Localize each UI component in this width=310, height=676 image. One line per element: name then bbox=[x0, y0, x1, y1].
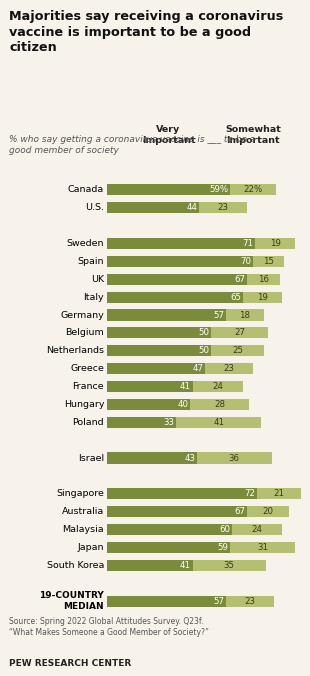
Bar bbox=[199, 202, 247, 214]
Bar bbox=[193, 381, 243, 392]
Text: 27: 27 bbox=[234, 329, 245, 337]
Text: PEW RESEARCH CENTER: PEW RESEARCH CENTER bbox=[9, 659, 131, 668]
Text: 21: 21 bbox=[274, 489, 285, 498]
Bar bbox=[107, 506, 247, 517]
Bar bbox=[226, 596, 274, 606]
Text: 36: 36 bbox=[229, 454, 240, 462]
Bar bbox=[107, 399, 190, 410]
Text: 28: 28 bbox=[214, 400, 225, 409]
Bar bbox=[211, 345, 264, 356]
Text: 41: 41 bbox=[213, 418, 224, 427]
Bar bbox=[211, 327, 268, 339]
Text: 57: 57 bbox=[213, 596, 224, 606]
Bar bbox=[230, 185, 276, 195]
Bar bbox=[107, 185, 230, 195]
Bar bbox=[107, 560, 193, 571]
Text: 47: 47 bbox=[193, 364, 203, 373]
Text: Source: Spring 2022 Global Attitudes Survey. Q23f.
“What Makes Someone a Good Me: Source: Spring 2022 Global Attitudes Sur… bbox=[9, 617, 209, 637]
Bar bbox=[176, 416, 262, 428]
Bar bbox=[247, 506, 289, 517]
Bar bbox=[107, 291, 243, 303]
Text: 20: 20 bbox=[262, 507, 273, 516]
Text: 31: 31 bbox=[257, 543, 268, 552]
Text: 19: 19 bbox=[270, 239, 281, 248]
Bar bbox=[230, 542, 295, 553]
Bar bbox=[107, 274, 247, 285]
Bar bbox=[107, 416, 176, 428]
Text: 23: 23 bbox=[217, 203, 228, 212]
Text: Majorities say receiving a coronavirus
vaccine is important to be a good
citizen: Majorities say receiving a coronavirus v… bbox=[9, 10, 284, 54]
Text: 24: 24 bbox=[212, 382, 223, 391]
Text: 15: 15 bbox=[263, 257, 274, 266]
Bar bbox=[107, 345, 211, 356]
Text: 71: 71 bbox=[242, 239, 254, 248]
Bar bbox=[193, 560, 266, 571]
Bar bbox=[190, 399, 249, 410]
Text: 40: 40 bbox=[178, 400, 189, 409]
Text: 59%: 59% bbox=[209, 185, 228, 195]
Bar bbox=[197, 452, 272, 464]
Text: % who say getting a coronavirus vaccine is ___ to be a
good member of society: % who say getting a coronavirus vaccine … bbox=[9, 135, 256, 155]
Bar bbox=[107, 202, 199, 214]
Bar bbox=[247, 274, 280, 285]
Text: 67: 67 bbox=[234, 507, 245, 516]
Bar bbox=[253, 256, 285, 267]
Text: 33: 33 bbox=[163, 418, 174, 427]
Bar bbox=[107, 363, 205, 375]
Text: Very
Important: Very Important bbox=[142, 125, 195, 145]
Bar bbox=[107, 310, 226, 320]
Bar bbox=[107, 452, 197, 464]
Bar bbox=[107, 596, 226, 606]
Text: 16: 16 bbox=[258, 274, 269, 284]
Bar bbox=[107, 542, 230, 553]
Text: 44: 44 bbox=[186, 203, 197, 212]
Text: 50: 50 bbox=[199, 346, 210, 356]
Text: 22%: 22% bbox=[244, 185, 263, 195]
Bar bbox=[107, 488, 257, 500]
Bar bbox=[107, 256, 253, 267]
Bar bbox=[243, 291, 282, 303]
Text: 57: 57 bbox=[213, 310, 224, 320]
Text: 41: 41 bbox=[180, 561, 191, 570]
Bar bbox=[107, 238, 255, 249]
Text: Somewhat
Important: Somewhat Important bbox=[225, 125, 281, 145]
Text: 67: 67 bbox=[234, 274, 245, 284]
Text: 50: 50 bbox=[199, 329, 210, 337]
Text: 25: 25 bbox=[232, 346, 243, 356]
Text: 72: 72 bbox=[245, 489, 256, 498]
Text: 41: 41 bbox=[180, 382, 191, 391]
Bar bbox=[107, 524, 232, 535]
Bar bbox=[107, 327, 211, 339]
Bar bbox=[257, 488, 301, 500]
Text: 24: 24 bbox=[252, 525, 263, 534]
Text: 23: 23 bbox=[224, 364, 235, 373]
Bar bbox=[255, 238, 295, 249]
Text: 60: 60 bbox=[219, 525, 231, 534]
Bar bbox=[205, 363, 253, 375]
Bar bbox=[232, 524, 282, 535]
Text: 59: 59 bbox=[218, 543, 228, 552]
Text: 70: 70 bbox=[241, 257, 251, 266]
Text: 43: 43 bbox=[184, 454, 195, 462]
Bar bbox=[107, 381, 193, 392]
Text: 23: 23 bbox=[245, 596, 255, 606]
Bar bbox=[226, 310, 264, 320]
Text: 19: 19 bbox=[257, 293, 268, 301]
Text: 65: 65 bbox=[230, 293, 241, 301]
Text: 18: 18 bbox=[239, 310, 250, 320]
Text: 35: 35 bbox=[224, 561, 235, 570]
